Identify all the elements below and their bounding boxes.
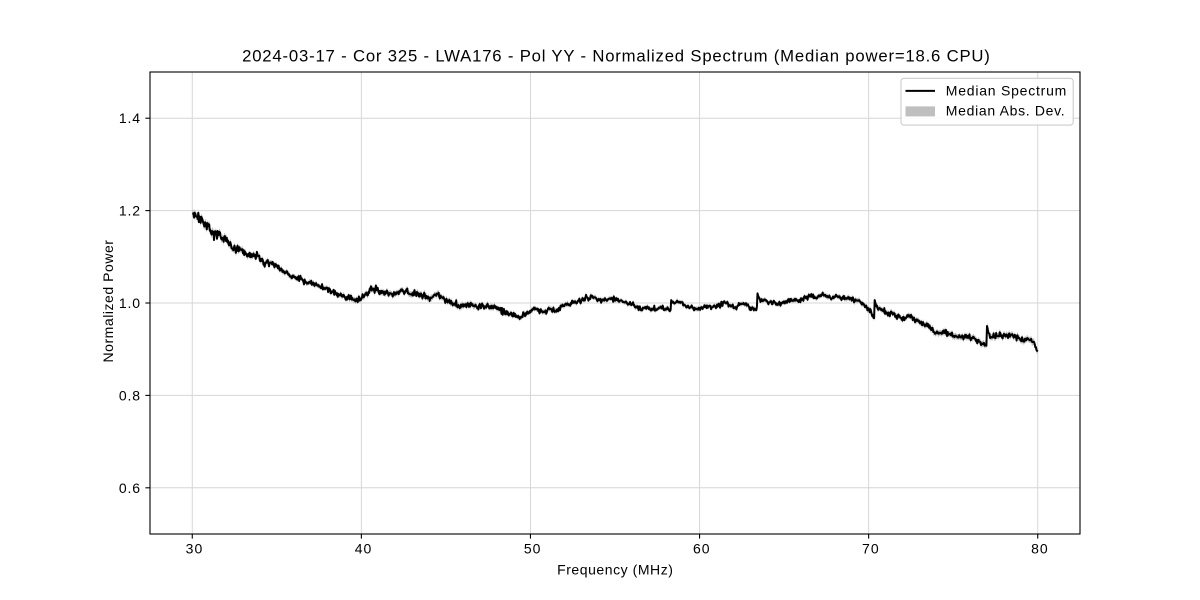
svg-text:80: 80 — [1031, 541, 1049, 557]
svg-text:Median Spectrum: Median Spectrum — [946, 82, 1067, 98]
svg-text:Frequency (MHz): Frequency (MHz) — [557, 562, 673, 578]
svg-text:Normalized Power: Normalized Power — [100, 239, 116, 362]
svg-text:30: 30 — [186, 541, 204, 557]
svg-text:1.4: 1.4 — [119, 110, 141, 126]
svg-text:60: 60 — [693, 541, 711, 557]
svg-text:Median Abs. Dev.: Median Abs. Dev. — [946, 102, 1066, 118]
svg-text:1.2: 1.2 — [119, 203, 141, 219]
svg-text:70: 70 — [862, 541, 880, 557]
svg-text:2024-03-17 - Cor 325 - LWA176: 2024-03-17 - Cor 325 - LWA176 - Pol YY -… — [242, 47, 991, 66]
svg-text:0.8: 0.8 — [119, 387, 141, 403]
svg-text:40: 40 — [355, 541, 373, 557]
svg-text:1.0: 1.0 — [119, 295, 141, 311]
svg-text:50: 50 — [524, 541, 542, 557]
svg-text:0.6: 0.6 — [119, 480, 141, 496]
